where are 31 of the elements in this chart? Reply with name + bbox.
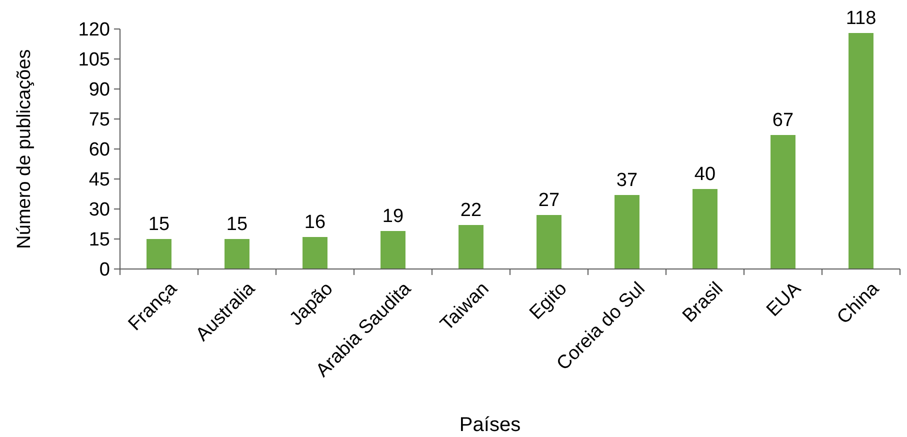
- data-label: 16: [304, 212, 326, 233]
- y-tick-label: 15: [88, 230, 110, 251]
- bar: [380, 231, 406, 269]
- data-label: 40: [694, 164, 716, 185]
- data-label: 67: [772, 110, 794, 131]
- data-label: 27: [538, 190, 560, 211]
- y-tick-label: 60: [88, 140, 110, 161]
- data-label: 37: [616, 170, 638, 191]
- data-label: 19: [382, 206, 404, 227]
- y-tick-label: 30: [88, 200, 110, 221]
- y-tick-label: 75: [88, 110, 110, 131]
- y-tick-label: 0: [99, 260, 110, 281]
- y-axis-title: Número de publicações: [14, 49, 35, 249]
- data-label: 118: [846, 8, 876, 29]
- bar: [458, 225, 484, 269]
- x-axis-title: Países: [459, 414, 521, 436]
- bar: [848, 33, 874, 269]
- bar: [302, 237, 328, 269]
- y-tick-label: 45: [88, 170, 110, 191]
- bar: [536, 215, 562, 269]
- bar: [614, 195, 640, 269]
- y-tick-label: 120: [78, 20, 110, 41]
- y-tick-label: 90: [88, 80, 110, 101]
- bar: [224, 239, 250, 269]
- data-label: 22: [460, 200, 482, 221]
- bar: [770, 135, 796, 269]
- bar: [146, 239, 172, 269]
- data-label: 15: [226, 214, 248, 235]
- y-tick-label: 105: [78, 50, 110, 71]
- data-label: 15: [148, 214, 170, 235]
- bar: [692, 189, 718, 269]
